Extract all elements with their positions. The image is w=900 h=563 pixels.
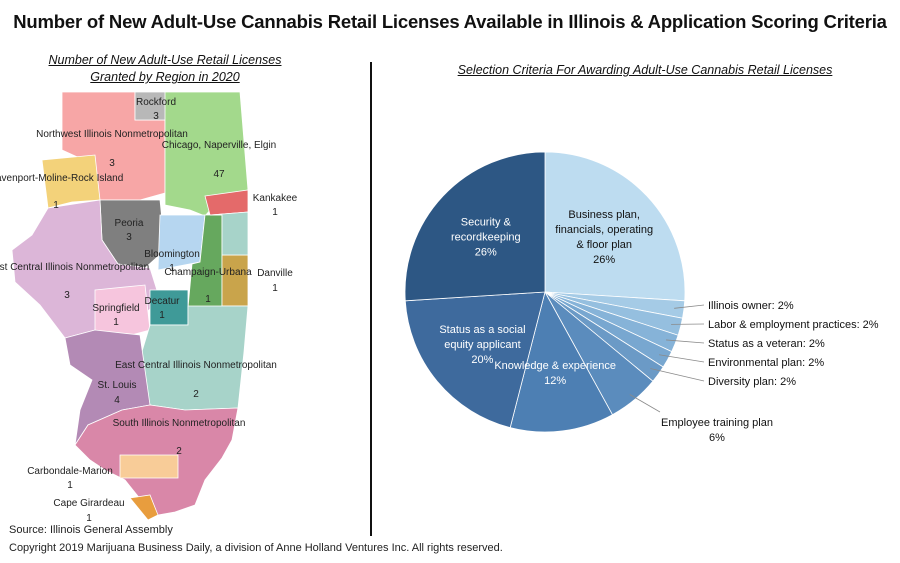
pie-label-status-as-a-veteran: Status as a veteran: 2% (708, 338, 825, 350)
label-peoria-name: Peoria (115, 218, 144, 229)
pie-slice-security-recordkeeping (404, 151, 546, 302)
label-danville-value: 1 (272, 283, 278, 294)
label-carbondale-name: Carbondale-Marion (27, 466, 113, 477)
label-cape-girardeau-value: 1 (86, 513, 92, 524)
label-chicago-name: Chicago, Naperville, Elgin (162, 140, 277, 151)
region-east-central-top-shape (209, 211, 249, 256)
label-carbondale-value: 1 (67, 480, 73, 491)
pie-slice-knowledge-experience (509, 290, 613, 433)
pie-label-status-as-a-social-equity-applicant: Status as a social equity applicant 20% (439, 324, 525, 366)
label-springfield-name: Springfield (92, 303, 139, 314)
label-south-value: 2 (176, 446, 182, 457)
region-carbondale-shape (119, 454, 179, 479)
label-northwest-name: Northwest Illinois Nonmetropolitan (36, 129, 188, 140)
region-bloomington-shape (157, 214, 206, 271)
map-subtitle-line1: Number of New Adult-Use Retail Licenses (48, 53, 282, 67)
label-davenport-value: 1 (53, 200, 59, 211)
label-east-central-name: East Central Illinois Nonmetropolitan (115, 360, 277, 371)
pie-slice-business-plan-financials-operating-floor-plan (544, 151, 686, 302)
chart-title: Number of New Adult-Use Cannabis Retail … (13, 11, 887, 32)
label-davenport-name: Davenport-Moline-Rock Island (0, 173, 123, 184)
label-champaign-name: Champaign-Urbana (164, 267, 252, 278)
pie-label-diversity-plan: Diversity plan: 2% (708, 376, 796, 388)
copyright-note: Copyright 2019 Marijuana Business Daily,… (9, 542, 503, 554)
label-west-central-name: West Central Illinois Nonmetropolitan (0, 262, 149, 273)
leader-line-illinois-owner (674, 304, 705, 309)
label-danville-name: Danville (257, 268, 293, 279)
pie-label-illinois-owner: Illinois owner: 2% (708, 300, 794, 312)
label-peoria-value: 3 (126, 232, 132, 243)
pie-subtitle: Selection Criteria For Awarding Adult-Us… (457, 63, 833, 77)
leader-line-environmental-plan (659, 354, 705, 363)
label-st-louis-name: St. Louis (98, 380, 137, 391)
label-decatur-name: Decatur (144, 296, 180, 307)
label-rockford-value: 3 (153, 111, 159, 122)
illinois-region-map: Rockford 3 Northwest Illinois Nonmetropo… (0, 91, 298, 524)
map-regions (11, 91, 249, 521)
label-bloomington-value: 1 (169, 263, 175, 274)
region-davenport-shape (41, 154, 101, 209)
region-springfield-shape (94, 284, 151, 339)
panel-divider (370, 62, 372, 536)
label-bloomington-name: Bloomington (144, 249, 200, 260)
label-st-louis-value: 4 (114, 395, 120, 406)
label-champaign-value: 1 (205, 294, 211, 305)
region-cape-girardeau-shape (129, 494, 159, 521)
pie-label-labor-employment-practices: Labor & employment practices: 2% (708, 319, 879, 331)
label-east-central-value: 2 (193, 389, 199, 400)
source-note: Source: Illinois General Assembly (9, 524, 173, 536)
region-danville-shape (221, 254, 249, 307)
pie-label-security-recordkeeping: Security & recordkeeping 26% (451, 216, 521, 258)
label-kankakee-name: Kankakee (253, 193, 298, 204)
label-rockford-name: Rockford (136, 97, 176, 108)
label-chicago-value: 47 (213, 169, 225, 180)
label-northwest-value: 3 (109, 158, 115, 169)
pie-label-environmental-plan: Environmental plan: 2% (708, 357, 824, 369)
label-west-central-value: 3 (64, 290, 70, 301)
pie-slice-status-as-a-social-equity-applicant (404, 291, 546, 429)
leader-line-diversity-plan (650, 368, 705, 382)
label-decatur-value: 1 (159, 310, 165, 321)
pie-label-knowledge-experience: Knowledge & experience 12% (494, 360, 616, 387)
label-south-name: South Illinois Nonmetropolitan (113, 418, 246, 429)
map-subtitle: Number of New Adult-Use Retail Licenses … (20, 52, 310, 86)
label-springfield-value: 1 (113, 317, 119, 328)
map-labels: Rockford 3 Northwest Illinois Nonmetropo… (0, 97, 298, 524)
label-kankakee-value: 1 (272, 207, 278, 218)
pie-label-employee-training-plan: Employee training plan 6% (661, 417, 773, 444)
criteria-pie-chart: Business plan, financials, operating & flo… (404, 151, 879, 444)
label-cape-girardeau-name: Cape Girardeau (53, 498, 124, 509)
map-subtitle-line2: Granted by Region in 2020 (90, 70, 240, 84)
leader-line-employee-training-plan (629, 394, 661, 413)
leader-line-status-as-a-veteran (666, 339, 705, 344)
pie-label-business-plan-financials-operating-floor-plan: Business plan, financials, operating & flo… (555, 209, 653, 266)
